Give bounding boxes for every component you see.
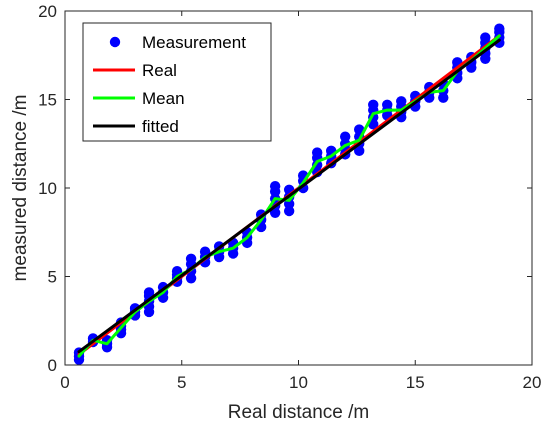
- legend-label-real: Real: [142, 61, 177, 80]
- measurement-point: [382, 99, 393, 111]
- y-axis-label: measured distance /m: [10, 95, 31, 282]
- legend-label-fitted: fitted: [142, 117, 179, 136]
- x-tick-label: 5: [177, 373, 186, 392]
- legend-marker-measurement: [109, 36, 121, 48]
- x-tick-label: 10: [289, 373, 308, 392]
- x-axis-label: Real distance /m: [228, 402, 370, 423]
- y-tick-label: 0: [48, 356, 57, 375]
- legend-label-mean: Mean: [142, 89, 185, 108]
- y-tick-label: 5: [48, 268, 57, 287]
- measurement-point: [185, 253, 197, 264]
- axis-ticks: 0 5 10 15 20 0 5 10 15 20: [38, 2, 541, 392]
- x-tick-label: 15: [406, 373, 425, 392]
- legend-label-measurement: Measurement: [142, 33, 246, 52]
- measurement-point: [269, 181, 281, 192]
- measurement-point: [199, 246, 211, 257]
- measurement-point: [340, 131, 351, 142]
- measurement-point: [143, 287, 155, 298]
- legend: Measurement Real Mean fitted: [82, 22, 272, 142]
- y-tick-label: 15: [38, 91, 57, 110]
- measurement-point: [396, 96, 407, 107]
- x-tick-label: 0: [60, 373, 69, 392]
- x-tick-label: 20: [523, 373, 542, 392]
- series-line-fitted: [77, 38, 501, 354]
- measurement-point: [480, 32, 491, 43]
- measurement-point: [311, 147, 323, 158]
- plot-marks: [73, 23, 505, 365]
- y-tick-label: 20: [38, 2, 57, 21]
- y-tick-label: 10: [38, 179, 57, 198]
- measurement-point: [494, 23, 505, 34]
- measurement-point: [368, 99, 379, 111]
